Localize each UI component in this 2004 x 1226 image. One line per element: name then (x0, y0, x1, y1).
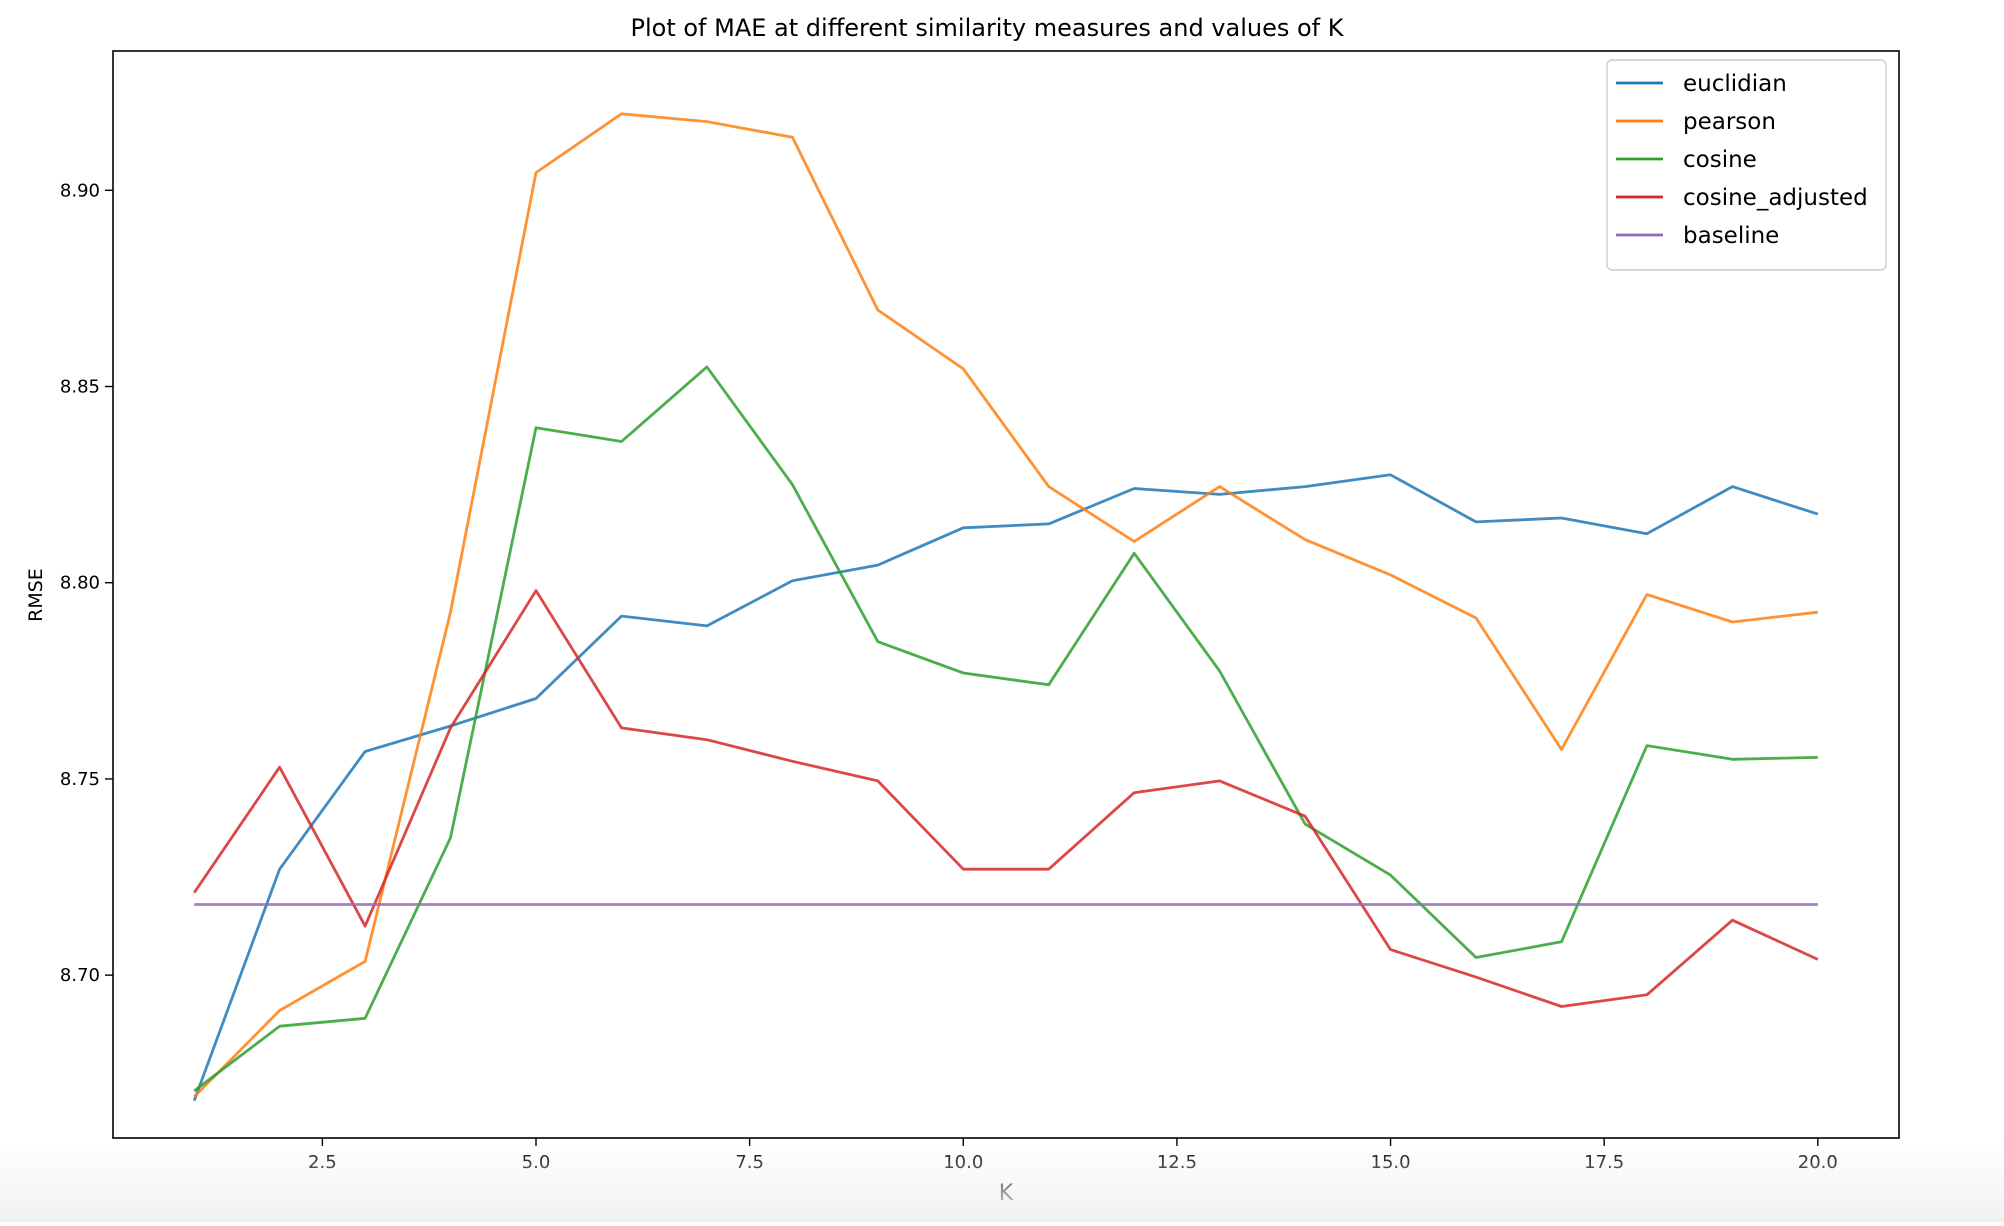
legend-label-cosine: cosine (1683, 147, 1757, 173)
legend-label-pearson: pearson (1683, 109, 1776, 135)
series-line-cosine_adjusted (193, 589, 1819, 1008)
plot-area (192, 112, 1819, 1102)
y-tick-label: 8.90 (60, 180, 100, 201)
series-line-cosine (193, 365, 1818, 1093)
window-bottom-edge (0, 1142, 2004, 1222)
y-tick-label: 8.70 (60, 965, 100, 986)
legend-label-cosine_adjusted: cosine_adjusted (1683, 185, 1868, 211)
series-line-euclidian (192, 473, 1819, 1102)
legend-box (1606, 59, 1887, 271)
series-line-pearson (193, 112, 1818, 1098)
axes-frame (112, 50, 1900, 1139)
chart-title: Plot of MAE at different similarity meas… (631, 14, 1345, 42)
legend-label-baseline: baseline (1683, 223, 1779, 249)
y-axis-label: RMSE (25, 568, 47, 622)
y-axis: 8.70 8.75 8.80 8.85 8.90 (60, 180, 113, 986)
legend: euclidian pearson cosine cosine_adjustedbas… (1606, 59, 1887, 271)
y-tick-label: 8.75 (60, 769, 100, 790)
legend-label-euclidian: euclidian (1683, 71, 1787, 97)
y-tick-label: 8.80 (60, 573, 100, 594)
y-tick-label: 8.85 (60, 377, 100, 398)
